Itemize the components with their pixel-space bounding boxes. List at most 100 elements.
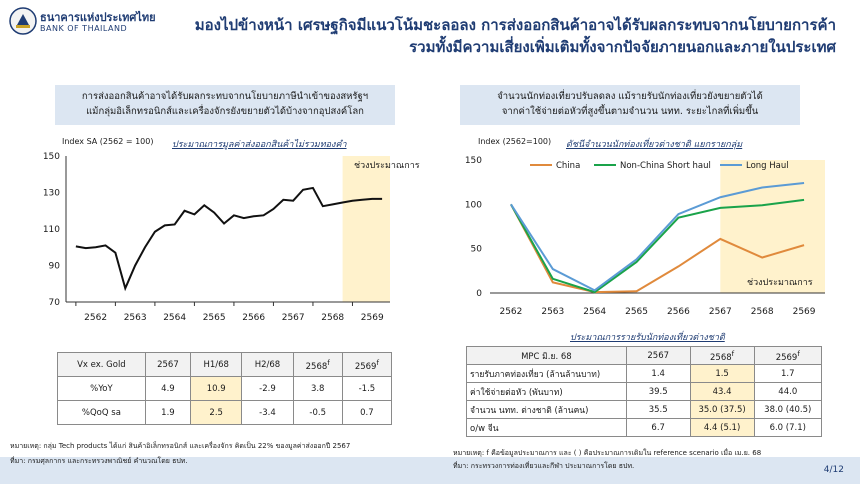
right-x-tick-label: 2568 xyxy=(751,307,774,317)
table-cell: 2.5 xyxy=(190,400,243,425)
table-cell: 4.4 (5.1) xyxy=(689,418,755,437)
table-cell: 1.5 xyxy=(689,364,755,383)
legend-label: Non-China Short haul xyxy=(620,161,711,171)
previous-estimate: (7.1) xyxy=(783,422,806,433)
left-x-tick-label: 2568 xyxy=(321,313,344,323)
logo-thai-name: ธนาคารแห่งประเทศไทย xyxy=(40,11,156,24)
left-y-tick-label: 130 xyxy=(43,189,60,199)
right-index-label: Index (2562=100) xyxy=(478,137,552,146)
left-y-tick-label: 70 xyxy=(49,298,61,308)
table-cell: 35.5 xyxy=(625,400,691,419)
right-note-line-2: จากค่าใช้จ่ายต่อหัวที่สูงขึ้นตามจำนวน นท… xyxy=(501,106,759,117)
left-note-line-1: การส่งออกสินค้าอาจได้รับผลกระทบจากนโยบาย… xyxy=(81,91,369,102)
table-cell: 10.9 xyxy=(190,376,243,401)
previous-estimate: (5.1) xyxy=(717,422,741,433)
table-cell: 3.8 xyxy=(292,376,343,401)
table-header-cell: H1/68 xyxy=(190,352,243,377)
table-cell: 44.0 xyxy=(753,382,823,401)
forecast-superscript: f xyxy=(731,348,735,358)
forecast-superscript: f xyxy=(327,357,330,367)
left-x-tick-label: 2566 xyxy=(242,313,265,323)
table-header-cell: 2569f xyxy=(341,352,393,377)
right-footnote: หมายเหตุ: f คือข้อมูลประมาณการ และ ( ) ค… xyxy=(453,449,762,457)
table-cell: 1.7 xyxy=(753,364,823,383)
right-x-tick-label: 2565 xyxy=(625,307,648,317)
right-x-tick-label: 2564 xyxy=(583,307,606,317)
left-note-box: การส่งออกสินค้าอาจได้รับผลกระทบจากนโยบาย… xyxy=(55,85,395,125)
left-footnote: หมายเหตุ: กลุ่ม Tech products ได้แก่ สิน… xyxy=(10,442,351,450)
table-row: จำนวน นทท. ต่างชาติ (ล้านคน) 35.5 35.0 (37… xyxy=(466,400,823,419)
row-label: o/w จีน xyxy=(466,418,627,437)
right-x-tick-label: 2562 xyxy=(499,307,522,317)
left-x-tick-label: 2563 xyxy=(124,313,147,323)
right-note-box: จำนวนนักท่องเที่ยวปรับลดลง แม้รายรับนักท… xyxy=(460,85,800,125)
page-number: 4/12 xyxy=(823,465,844,475)
left-x-tick-label: 2562 xyxy=(84,313,107,323)
china-line xyxy=(510,203,805,294)
row-label: ค่าใช้จ่ายต่อหัว (พันบาท) xyxy=(466,382,627,401)
table-cell: 6.7 xyxy=(625,418,691,437)
right-x-tick-label: 2563 xyxy=(541,307,564,317)
long-haul-line xyxy=(510,182,805,292)
previous-estimate: (40.5) xyxy=(783,404,812,415)
export-index-chart: 70 90 110 130 150 2562 2563 2564 2565 2566 2567 256… xyxy=(43,152,420,323)
table-header-cell: 2568f xyxy=(292,352,343,377)
row-label: %YoY xyxy=(57,376,146,401)
non-china-short-haul-line xyxy=(510,198,805,294)
table-cell: 43.4 xyxy=(689,382,755,401)
left-index-label: Index SA (2562 = 100) xyxy=(62,137,154,146)
table-cell: 1.4 xyxy=(625,364,691,383)
forecast-superscript: f xyxy=(797,348,800,358)
table-cell: 38.0 (40.5) xyxy=(753,400,823,419)
table-header-cell: Vx ex. Gold xyxy=(57,352,146,377)
right-y-tick-label: 100 xyxy=(465,200,482,210)
left-x-tick-label: 2564 xyxy=(163,313,186,323)
table-row: o/w จีน 6.7 4.4 (5.1) 6.0 (7.1) xyxy=(466,418,823,437)
table-header-cell: 2567 xyxy=(144,352,192,377)
right-x-tick-label: 2569 xyxy=(793,307,816,317)
table-header-cell: MPC มิ.ย. 68 xyxy=(466,346,627,365)
table-cell: -1.5 xyxy=(341,376,393,401)
right-note-line-1: จำนวนนักท่องเที่ยวปรับลดลง แม้รายรับนักท… xyxy=(497,91,763,102)
table-header-cell: 2568f xyxy=(689,346,755,365)
table-row: รายรับภาคท่องเที่ยว (ล้านล้านบาท) 1.4 1.5 1… xyxy=(466,364,823,383)
right-source: ที่มา: กระทรวงการท่องเที่ยวและกีฬา ประมา… xyxy=(453,462,635,470)
right-table-title: ประมาณการรายรับนักท่องเที่ยวต่างชาติ xyxy=(570,333,725,343)
row-label: จำนวน นทท. ต่างชาติ (ล้านคน) xyxy=(466,400,627,419)
table-header-cell: H2/68 xyxy=(241,352,294,377)
table-header-cell: 2567 xyxy=(625,346,691,365)
table-row: %YoY 4.9 10.9 -2.9 3.8 -1.5 xyxy=(57,376,393,401)
right-x-tick-label: 2566 xyxy=(667,307,690,317)
right-forecast-label: ช่วงประมาณการ xyxy=(747,278,813,288)
left-chart-title: ประมาณการมูลค่าส่งออกสินค้าไม่รวมทองคำ xyxy=(172,140,347,150)
page-title: มองไปข้างหน้า เศรษฐกิจมีแนวโน้มชะลอลง กา… xyxy=(156,14,836,58)
left-forecast-shade xyxy=(342,156,390,302)
right-chart-title: ดัชนีจำนวนนักท่องเที่ยวต่างชาติ แยกรายกล… xyxy=(566,140,743,150)
table-cell: -0.5 xyxy=(292,400,343,425)
title-line-2: รวมทั้งมีความเสี่ยงเพิ่มเติมทั้งจากปัจจั… xyxy=(409,38,836,56)
table-header-cell: 2569f xyxy=(753,346,823,365)
table-cell: 1.9 xyxy=(144,400,192,425)
table-cell: 39.5 xyxy=(625,382,691,401)
left-y-tick-label: 90 xyxy=(49,262,61,272)
table-cell: 0.7 xyxy=(341,400,393,425)
table-cell: -3.4 xyxy=(241,400,294,425)
left-source: ที่มา: กรมศุลกากร และกระทรวงพาณิชย์ คำนว… xyxy=(10,457,188,465)
previous-estimate: (37.5) xyxy=(717,404,746,415)
legend-label: China xyxy=(556,161,580,171)
export-growth-table: Vx ex. Gold 2567 H1/68 H2/68 2568f 2569f %YoY… xyxy=(57,352,393,425)
export-index-line xyxy=(75,186,383,292)
left-x-tick-label: 2565 xyxy=(203,313,226,323)
table-cell: 35.0 (37.5) xyxy=(689,400,755,419)
row-label: %QoQ sa xyxy=(57,400,146,425)
right-forecast-shade xyxy=(720,160,825,293)
right-x-tick-label: 2567 xyxy=(709,307,732,317)
table-row: %QoQ sa 1.9 2.5 -3.4 -0.5 0.7 xyxy=(57,400,393,425)
left-y-tick-label: 150 xyxy=(43,152,60,162)
right-y-tick-label: 50 xyxy=(471,245,483,255)
table-row: ค่าใช้จ่ายต่อหัว (พันบาท) 39.5 43.4 44.0 xyxy=(466,382,823,401)
right-y-tick-label: 150 xyxy=(465,156,482,166)
footer-bar xyxy=(0,457,860,484)
bot-logo xyxy=(8,6,38,36)
left-note-line-2: แม้กลุ่มอิเล็กทรอนิกส์และเครื่องจักรยังข… xyxy=(86,106,364,117)
